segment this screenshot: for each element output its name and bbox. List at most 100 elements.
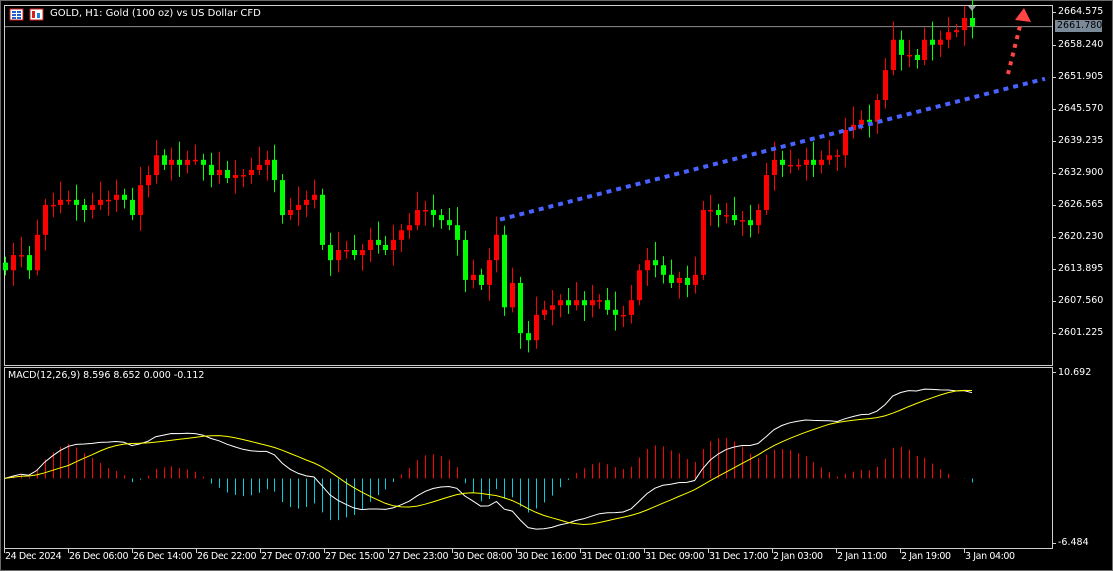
bull-candle	[827, 155, 832, 160]
bull-candle	[629, 300, 634, 315]
price-label: 2620.230	[1058, 231, 1104, 242]
price-label: 2632.900	[1058, 167, 1104, 178]
bear-candle	[732, 215, 737, 221]
bull-candle	[391, 239, 396, 251]
bear-candle	[201, 159, 206, 165]
bear-candle	[376, 239, 381, 245]
bear-candle	[320, 194, 325, 245]
bull-candle	[249, 169, 254, 176]
bull-candle	[90, 204, 95, 210]
bear-candle	[582, 300, 587, 306]
bear-candle	[3, 262, 8, 271]
last-bar-marker-icon	[968, 6, 976, 11]
bull-candle	[597, 300, 602, 302]
bear-candle	[716, 209, 721, 216]
time-label: 26 Dec 06:00	[69, 551, 129, 562]
time-label: 31 Dec 17:00	[709, 551, 769, 562]
time-label: 26 Dec 22:00	[197, 551, 257, 562]
bull-candle	[835, 155, 840, 157]
bull-candle	[336, 250, 341, 261]
bull-candle	[288, 209, 293, 216]
price-label: 2664.575	[1058, 6, 1104, 17]
bull-candle	[19, 255, 24, 257]
bull-candle	[58, 199, 63, 205]
bear-candle	[431, 209, 436, 216]
bull-candle	[368, 239, 373, 251]
bull-candle	[494, 234, 499, 261]
bull-candle	[590, 300, 595, 306]
bear-candle	[463, 239, 468, 280]
chart-window-icon	[9, 8, 24, 21]
forecast-arrow[interactable]	[1006, 8, 1031, 75]
time-label: 27 Dec 23:00	[389, 551, 449, 562]
bear-candle	[177, 159, 182, 165]
bear-candle	[867, 119, 872, 122]
bear-candle	[661, 265, 666, 275]
bear-candle	[352, 250, 357, 256]
bull-candle	[677, 277, 682, 283]
bull-candle	[169, 159, 174, 165]
bull-candle	[708, 209, 713, 212]
bull-candle	[764, 175, 769, 210]
bear-candle	[280, 180, 285, 216]
time-label: 31 Dec 09:00	[645, 551, 705, 562]
window-icons	[9, 8, 44, 21]
bull-candle	[962, 17, 967, 31]
bull-candle	[883, 70, 888, 101]
price-label: 2658.240	[1058, 39, 1104, 50]
bear-candle	[613, 309, 618, 315]
price-label: 2607.560	[1058, 295, 1104, 306]
bull-candle	[804, 159, 809, 165]
time-label: 31 Dec 01:00	[581, 551, 641, 562]
bull-candle	[922, 39, 927, 61]
price-label: 2639.235	[1058, 135, 1104, 146]
bull-candle	[946, 32, 951, 40]
bull-candle	[193, 159, 198, 162]
time-label: 30 Dec 16:00	[517, 551, 577, 562]
bear-candle	[899, 39, 904, 55]
price-label: 2601.225	[1058, 327, 1104, 338]
bull-candle	[843, 129, 848, 156]
bull-candle	[487, 260, 492, 285]
time-label: 26 Dec 14:00	[133, 551, 193, 562]
bear-candle	[130, 199, 135, 216]
bull-candle	[138, 185, 143, 216]
bull-candle	[241, 175, 246, 177]
price-label: 2613.895	[1058, 263, 1104, 274]
time-label: 24 Dec 2024	[5, 551, 62, 562]
bull-candle	[98, 199, 103, 205]
bull-candle	[510, 282, 515, 308]
macd-indicator	[4, 388, 973, 530]
bear-candle	[272, 159, 277, 181]
main-pane-border	[4, 5, 1053, 366]
bull-candle	[66, 199, 71, 202]
time-label: 2 Jan 19:00	[901, 551, 951, 562]
bear-candle	[780, 159, 785, 165]
bull-candle	[645, 260, 650, 271]
trendline[interactable]	[499, 76, 1046, 222]
bear-candle	[653, 260, 658, 266]
bear-candle	[685, 277, 690, 285]
bull-candle	[471, 274, 476, 280]
bull-candle	[938, 39, 943, 45]
bull-candle	[217, 169, 222, 176]
bull-candle	[296, 204, 301, 210]
bull-candle	[542, 309, 547, 315]
bear-candle	[518, 282, 523, 334]
bear-candle	[82, 204, 87, 210]
bear-candle	[383, 244, 388, 251]
bear-candle	[970, 17, 975, 27]
bear-candle	[439, 215, 444, 221]
price-label: 2626.565	[1058, 199, 1104, 210]
time-label: 27 Dec 07:00	[261, 551, 321, 562]
time-label: 2 Jan 11:00	[837, 551, 887, 562]
bull-candle	[875, 100, 880, 122]
macd-axis-min: -6.484	[1058, 537, 1089, 548]
bull-candle	[407, 225, 412, 231]
bull-candle	[154, 155, 159, 176]
time-label: 30 Dec 08:00	[453, 551, 513, 562]
bull-candle	[772, 159, 777, 176]
bull-candle	[891, 39, 896, 71]
bull-candle	[693, 274, 698, 285]
